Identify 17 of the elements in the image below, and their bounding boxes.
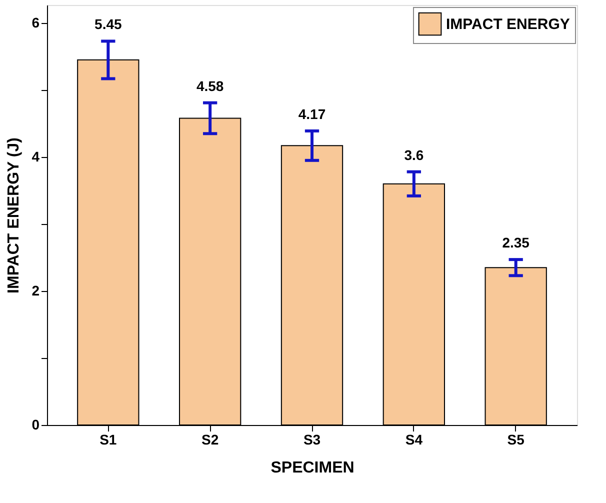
x-tick-label: S5 <box>507 432 525 448</box>
y-tick-label: 4 <box>32 148 40 165</box>
data-label: 4.17 <box>298 106 326 122</box>
data-label: 3.6 <box>404 146 424 163</box>
x-tick-label: S3 <box>303 432 321 448</box>
y-tick-label: 2 <box>32 282 40 299</box>
data-label: 5.45 <box>94 16 122 32</box>
x-tick-label: S4 <box>405 432 423 448</box>
y-tick-label: 0 <box>32 416 40 432</box>
data-label: 2.35 <box>502 234 530 251</box>
x-axis-title: SPECIMEN <box>270 460 354 476</box>
y-axis-title: IMPACT ENERGY (J) <box>6 138 23 294</box>
x-tick-label: S1 <box>100 432 117 448</box>
data-label: 4.58 <box>196 78 224 94</box>
y-tick-label: 6 <box>32 14 40 31</box>
x-tick-label: S2 <box>202 432 219 448</box>
legend-label: IMPACT ENERGY <box>446 16 570 33</box>
